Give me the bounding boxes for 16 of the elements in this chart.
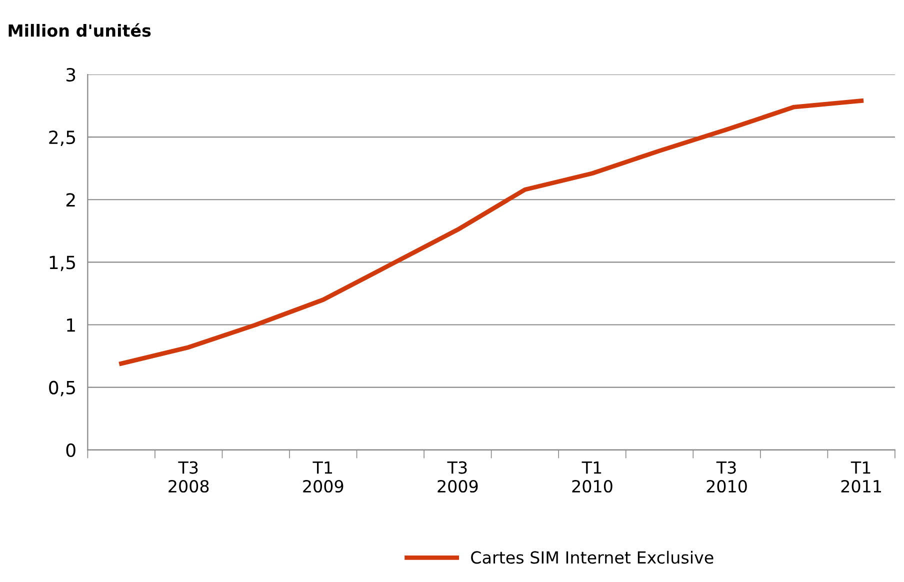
x-tick-label: T3 2010 [706, 461, 747, 493]
x-tick-label: T1 2010 [572, 462, 612, 493]
y-tick-label: 0,5 [49, 380, 75, 396]
y-tick-label: 3 [66, 68, 76, 82]
y-tick-label: 2 [66, 193, 75, 206]
y-tick-label: 2,5 [49, 130, 75, 146]
y-tick-label: 1 [67, 318, 75, 332]
x-tick-label: T3 2008 [168, 461, 209, 493]
x-tick-label: T1 2009 [303, 462, 344, 493]
line-series [119, 98, 864, 366]
x-tick-label: T3 2009 [438, 461, 478, 493]
x-tick-label: T1 2011 [841, 462, 881, 493]
y-tick-label: 0 [66, 443, 76, 457]
y-axis-title: Million d'unités [8, 23, 151, 37]
legend-label: Cartes SIM Internet Exclusive [471, 550, 714, 564]
y-tick-label: 1,5 [50, 256, 75, 272]
